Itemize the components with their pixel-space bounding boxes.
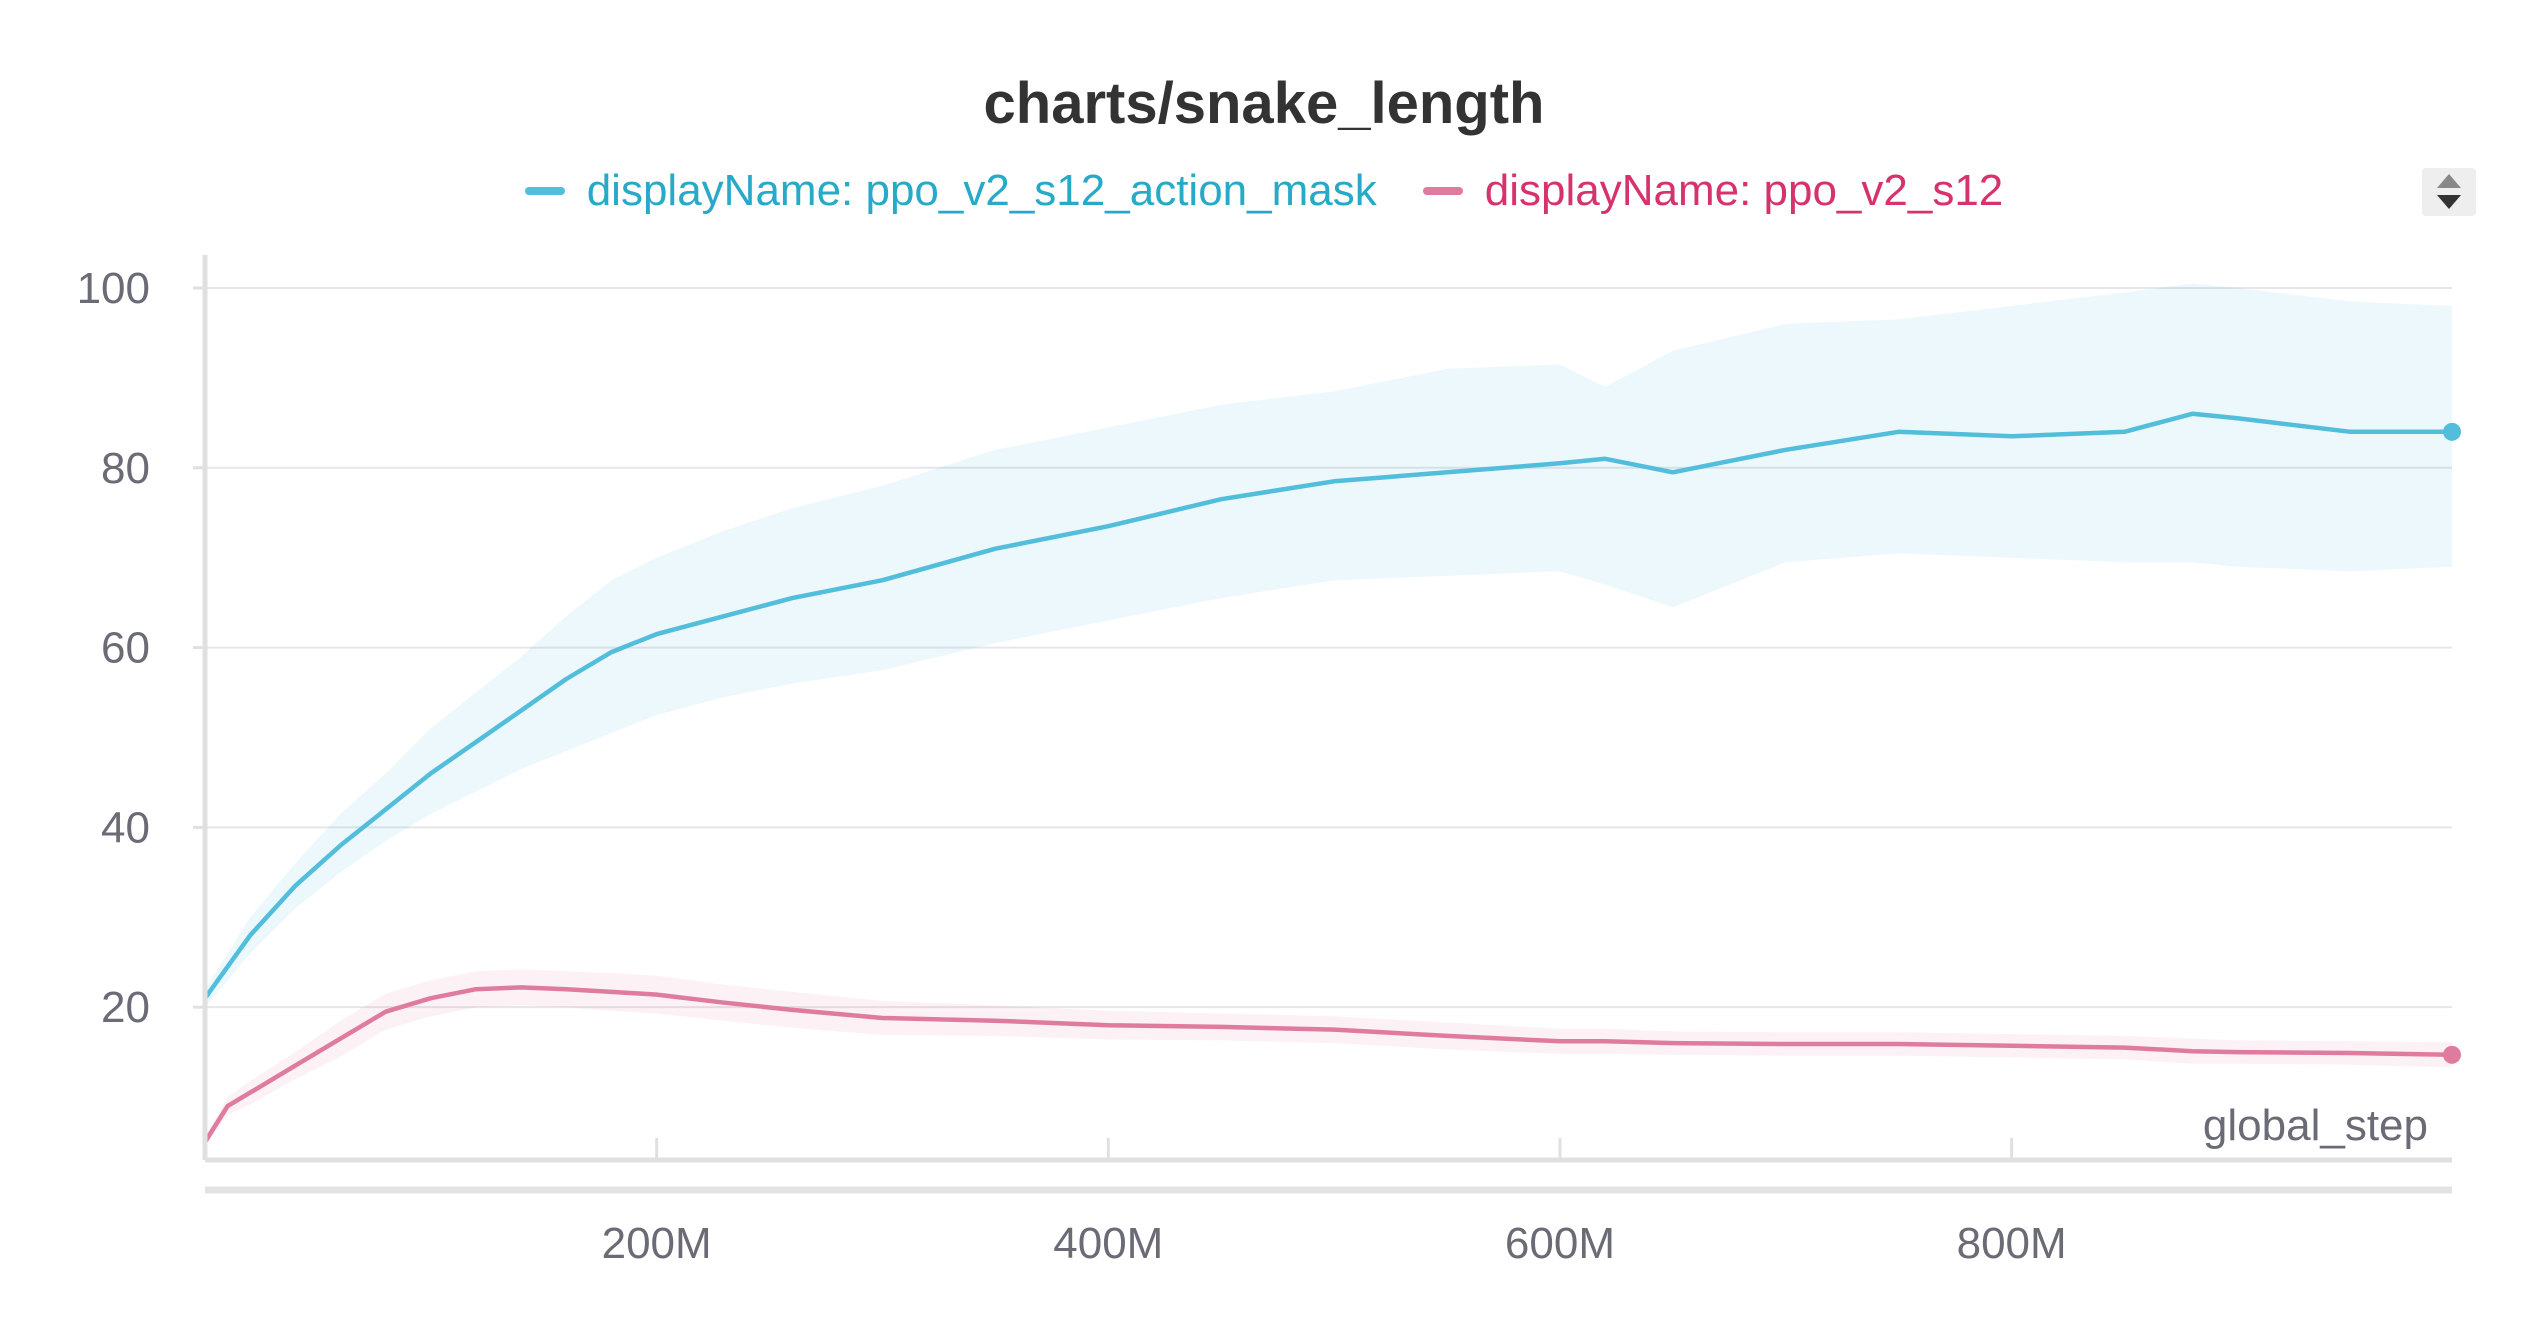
chevron-down-icon [2437, 195, 2461, 209]
legend-item-action-mask[interactable]: displayName: ppo_v2_s12_action_mask [524, 166, 1377, 216]
legend: displayName: ppo_v2_s12_action_mask disp… [0, 166, 2528, 216]
series-line-1[interactable] [202, 985, 2455, 1145]
gridlines [205, 286, 2452, 1009]
y-tick-label: 40 [101, 803, 150, 852]
confidence-bands [205, 283, 2452, 1147]
series-band-1 [205, 969, 2452, 1147]
legend-swatch-action-mask [524, 187, 565, 195]
series-lines [202, 411, 2461, 1145]
legend-label-baseline: displayName: ppo_v2_s12 [1484, 166, 2004, 215]
legend-item-baseline[interactable]: displayName: ppo_v2_s12 [1422, 166, 2004, 216]
y-tick-label: 20 [101, 983, 150, 1032]
chevron-up-icon [2437, 174, 2461, 188]
x-tick-label: 600M [1505, 1219, 1615, 1268]
series-line-0[interactable] [202, 411, 2455, 1001]
series-band-0 [205, 283, 2452, 1008]
x-tick-label: 200M [602, 1219, 712, 1268]
x-axis-label: global_step [2203, 1101, 2428, 1150]
chart-title: charts/snake_length [983, 71, 1545, 136]
x-tick-label: 800M [1957, 1219, 2067, 1268]
y-tick-label: 80 [101, 444, 150, 493]
y-tick-label: 100 [77, 264, 150, 313]
legend-scroll-button[interactable] [2422, 168, 2476, 216]
y-tick-label: 60 [101, 624, 150, 673]
legend-label-action-mask: displayName: ppo_v2_s12_action_mask [586, 166, 1377, 215]
series-endpoint-1 [2443, 1045, 2461, 1064]
legend-swatch-baseline [1422, 187, 1463, 195]
series-endpoint-0 [2443, 422, 2461, 441]
x-tick-label: 400M [1053, 1219, 1163, 1268]
axes: 20 40 60 80 100 200M 400M 600M 800M [77, 255, 2452, 1268]
